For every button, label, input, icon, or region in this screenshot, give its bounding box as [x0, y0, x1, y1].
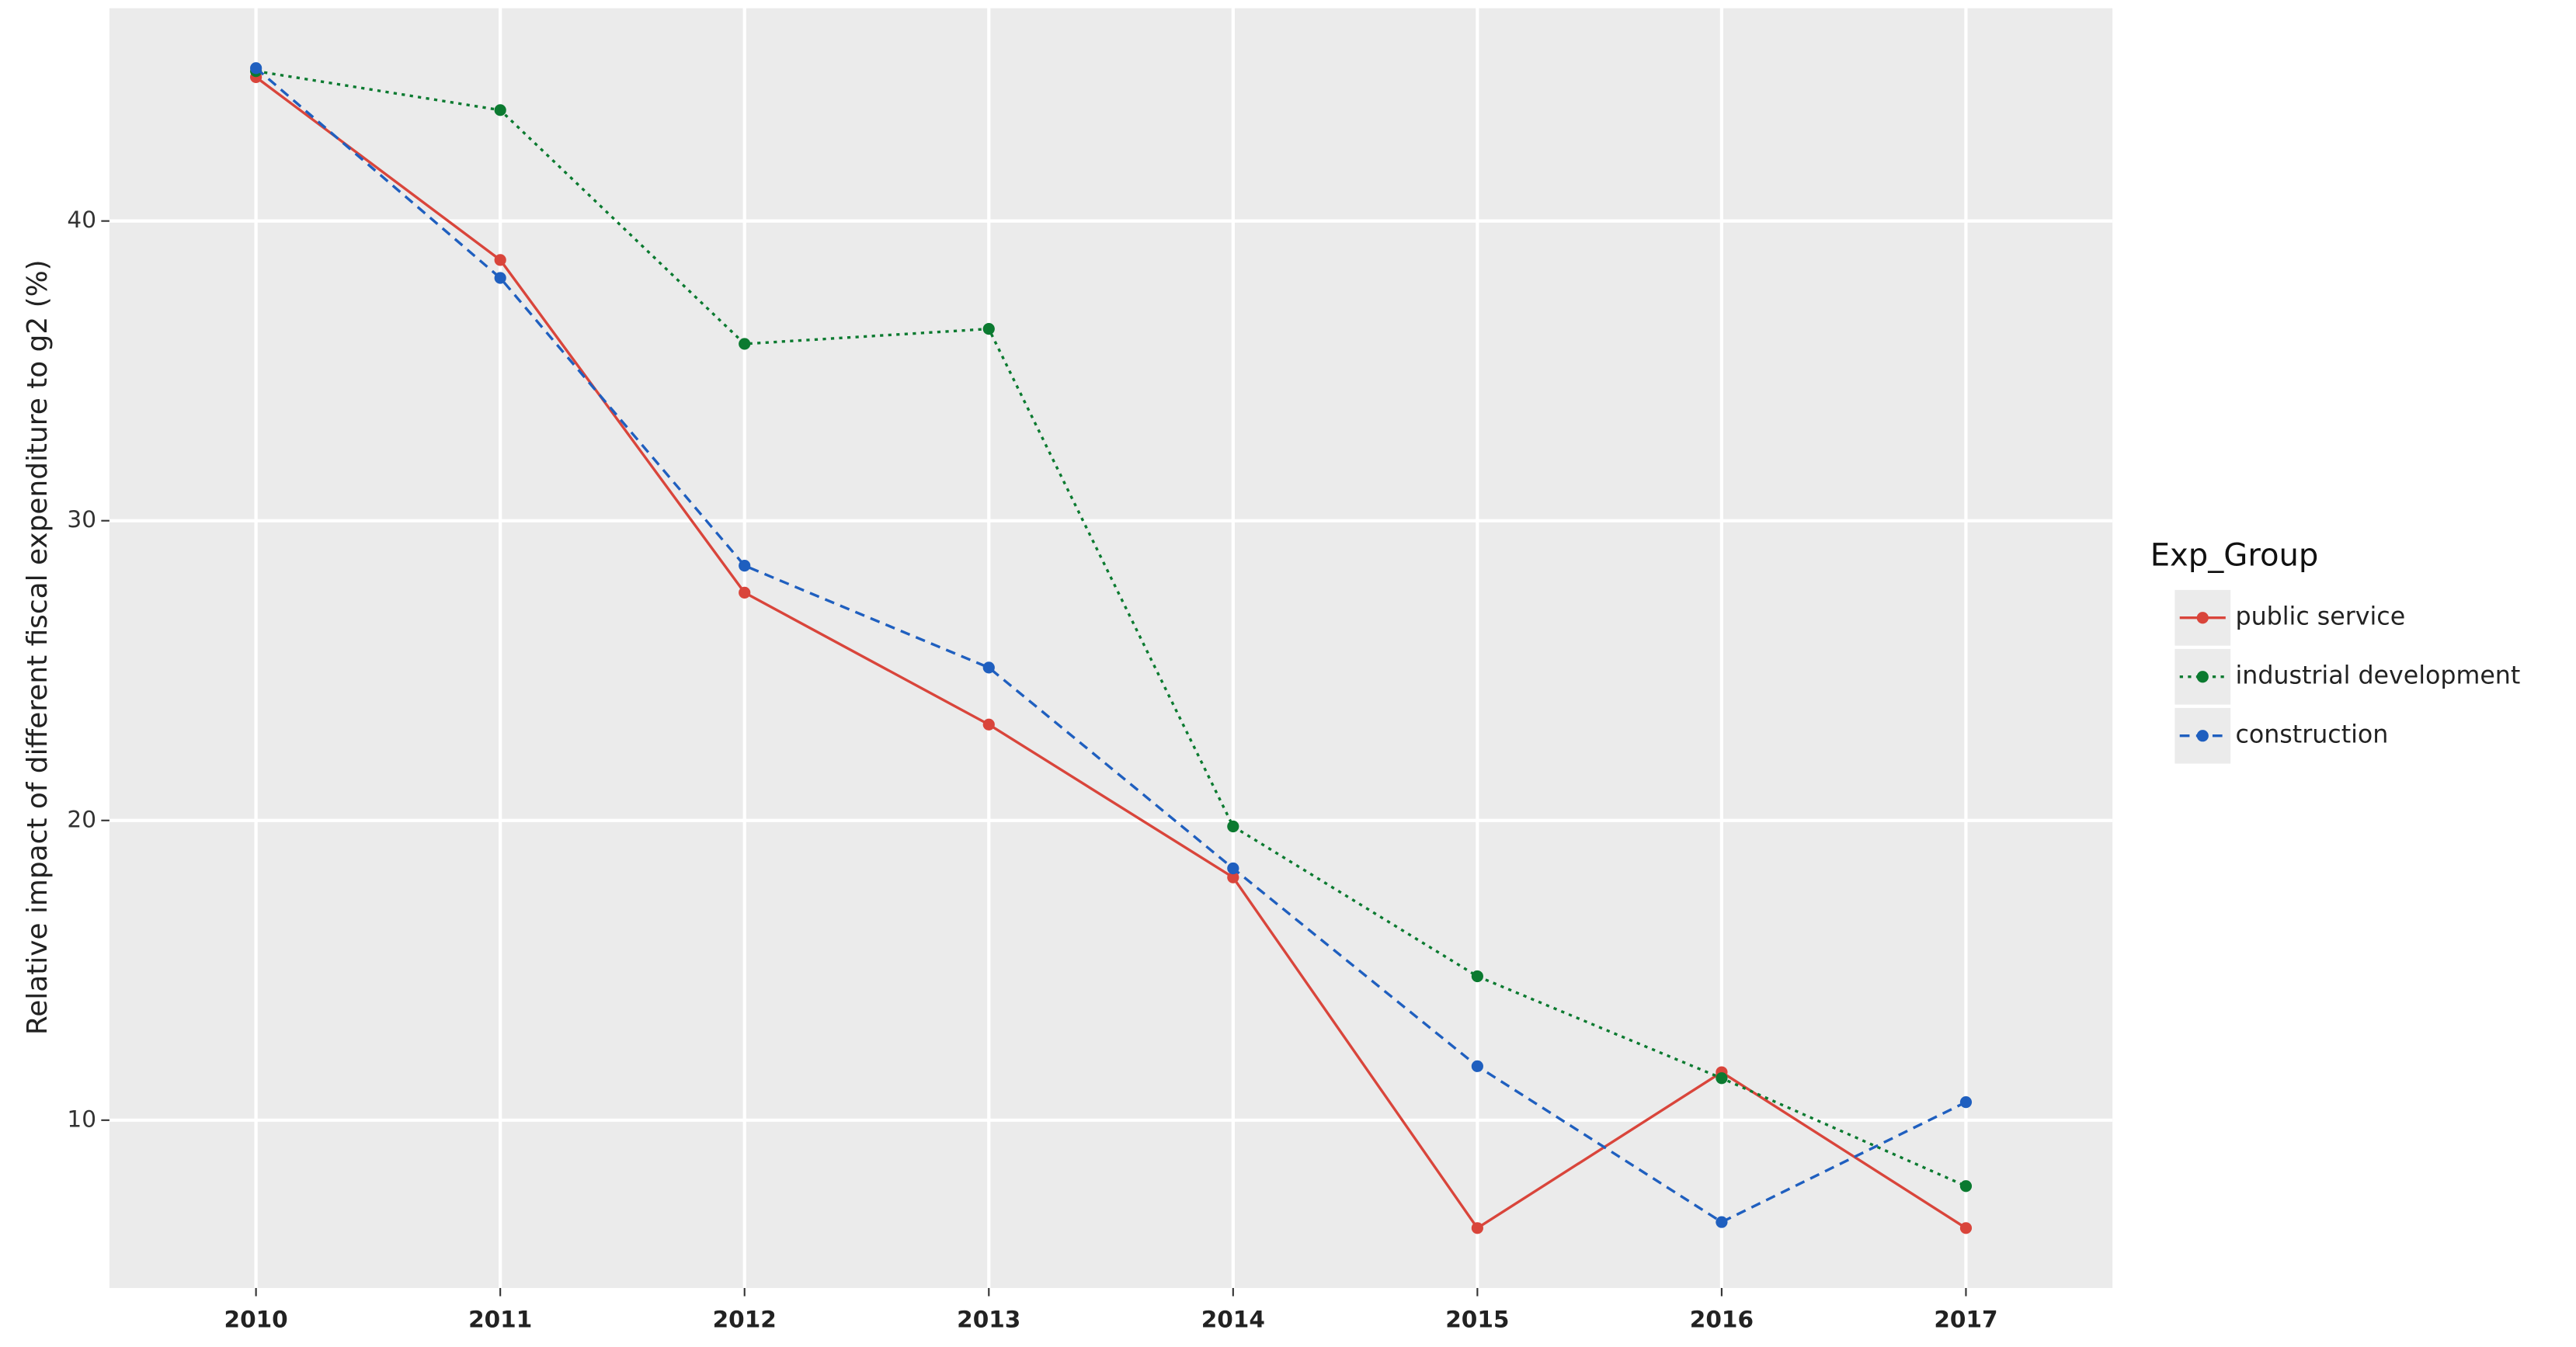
x-tick-label: 2010	[224, 1307, 288, 1333]
data-point	[982, 323, 995, 335]
series-line	[255, 75, 1967, 1231]
legend-title: Exp_Group	[2150, 538, 2319, 574]
data-point	[1471, 970, 1483, 983]
legend-point	[2196, 671, 2209, 683]
y-tick-label: 40	[67, 207, 96, 233]
legend-label: public service	[2235, 603, 2405, 631]
legend-point	[2196, 612, 2209, 624]
series-line	[255, 67, 1967, 1224]
data-point	[250, 62, 262, 75]
data-point	[1227, 871, 1239, 884]
data-point	[1716, 1072, 1728, 1085]
legend-point	[2196, 730, 2209, 742]
data-point	[1227, 820, 1239, 833]
data-point	[1471, 1060, 1483, 1072]
data-point	[494, 272, 506, 284]
y-tick-label: 20	[67, 806, 96, 832]
x-tick-label: 2017	[1934, 1307, 1997, 1333]
data-point	[494, 104, 506, 116]
data-point	[1716, 1216, 1728, 1228]
y-tick-label: 10	[67, 1106, 96, 1132]
y-axis-label: Relative impact of different fiscal expe…	[22, 259, 54, 1035]
x-tick-label: 2016	[1690, 1307, 1754, 1333]
data-point	[739, 560, 751, 572]
data-point	[1959, 1180, 1973, 1193]
data-point	[982, 718, 995, 731]
legend-label: industrial development	[2235, 662, 2520, 690]
data-point	[739, 586, 751, 599]
y-tick-label: 30	[67, 506, 96, 533]
data-point	[1471, 1222, 1483, 1234]
series-line	[256, 69, 1967, 1188]
x-tick-label: 2015	[1445, 1307, 1509, 1333]
x-tick-label: 2014	[1201, 1307, 1265, 1333]
data-point	[739, 338, 751, 350]
data-point	[494, 254, 506, 266]
legend-label: construction	[2235, 721, 2388, 749]
x-tick-label: 2012	[713, 1307, 777, 1333]
data-point	[1959, 1096, 1973, 1109]
data-point	[982, 661, 995, 674]
data-point	[1959, 1222, 1973, 1234]
legend: Exp_Group public service industrial devel…	[2150, 538, 2520, 764]
x-tick-label: 2013	[957, 1307, 1020, 1333]
x-tick-label: 2011	[468, 1307, 532, 1333]
data-point	[1227, 862, 1239, 875]
